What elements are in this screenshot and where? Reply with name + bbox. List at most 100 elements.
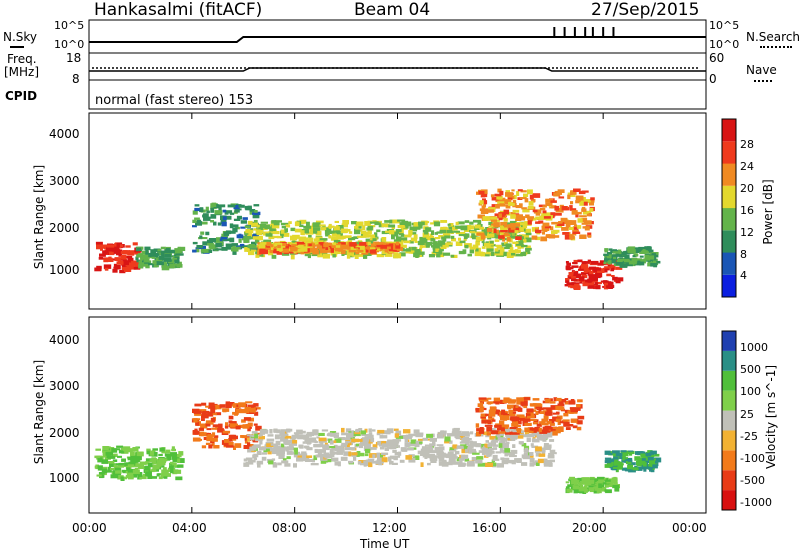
data-cell bbox=[238, 238, 242, 243]
velocity-ytick-3000: 3000 bbox=[49, 379, 80, 393]
data-cell bbox=[501, 460, 509, 465]
data-cell bbox=[286, 450, 293, 455]
data-cell bbox=[290, 247, 298, 252]
data-cell bbox=[469, 221, 474, 225]
data-cell bbox=[211, 202, 217, 207]
data-cell bbox=[294, 432, 299, 437]
data-cell bbox=[621, 453, 629, 457]
data-cell bbox=[372, 444, 378, 449]
data-cell bbox=[449, 447, 455, 450]
data-cell bbox=[288, 221, 292, 224]
data-cell bbox=[570, 483, 579, 487]
data-cell bbox=[379, 446, 385, 450]
data-cell bbox=[207, 243, 215, 246]
data-cell bbox=[381, 250, 387, 255]
data-cell bbox=[469, 249, 474, 254]
data-cell bbox=[324, 455, 330, 459]
data-cell bbox=[148, 463, 153, 467]
data-cell bbox=[358, 460, 366, 465]
data-cell bbox=[521, 207, 527, 210]
data-cell bbox=[493, 462, 497, 467]
data-cell bbox=[410, 237, 418, 242]
data-cell bbox=[541, 429, 549, 433]
data-cell bbox=[306, 433, 314, 437]
data-cell bbox=[215, 412, 222, 416]
data-cell bbox=[611, 275, 615, 277]
data-cell bbox=[637, 466, 643, 471]
data-cell bbox=[523, 445, 530, 450]
data-cell bbox=[381, 441, 387, 445]
data-cell bbox=[522, 397, 531, 400]
data-cell bbox=[230, 421, 237, 424]
data-cell bbox=[361, 433, 369, 437]
data-cell bbox=[450, 235, 455, 239]
data-cell bbox=[247, 220, 253, 225]
data-cell bbox=[105, 451, 113, 456]
data-cell bbox=[355, 253, 363, 257]
data-cell bbox=[241, 245, 250, 249]
data-cell bbox=[478, 430, 485, 434]
data-cell bbox=[413, 234, 418, 240]
data-cell bbox=[546, 409, 552, 414]
data-cell bbox=[253, 211, 261, 216]
data-cell bbox=[279, 451, 285, 457]
data-cell bbox=[281, 460, 289, 464]
data-cell bbox=[130, 451, 135, 456]
data-cell bbox=[513, 194, 517, 200]
data-cell bbox=[214, 240, 221, 243]
data-cell bbox=[282, 458, 287, 461]
data-cell bbox=[333, 446, 340, 451]
data-cell bbox=[431, 245, 436, 248]
data-cell bbox=[334, 461, 340, 466]
data-cell bbox=[254, 433, 258, 439]
data-cell bbox=[621, 258, 630, 261]
data-cell bbox=[594, 282, 599, 285]
data-cell bbox=[423, 241, 427, 246]
data-cell bbox=[506, 438, 512, 441]
data-cell bbox=[577, 259, 583, 263]
data-cell bbox=[150, 476, 158, 479]
data-cell bbox=[628, 462, 636, 466]
data-cell bbox=[356, 221, 364, 227]
data-cell bbox=[297, 455, 303, 458]
data-cell bbox=[228, 415, 234, 420]
data-cell bbox=[496, 463, 504, 468]
data-cell bbox=[285, 440, 291, 444]
power-data-cells bbox=[94, 188, 661, 290]
data-cell bbox=[159, 462, 166, 466]
data-cell bbox=[160, 250, 168, 256]
data-cell bbox=[343, 451, 351, 456]
data-cell bbox=[546, 459, 551, 464]
data-cell bbox=[565, 481, 570, 484]
colorbar-swatch bbox=[722, 230, 736, 253]
data-cell bbox=[338, 242, 346, 245]
data-cell bbox=[113, 263, 117, 267]
data-cell bbox=[449, 223, 454, 227]
data-cell bbox=[409, 226, 418, 232]
data-cell bbox=[628, 249, 636, 254]
data-cell bbox=[258, 235, 263, 241]
data-cell bbox=[354, 229, 361, 235]
data-cell bbox=[385, 441, 390, 445]
data-cell bbox=[195, 421, 200, 426]
data-cell bbox=[146, 448, 151, 452]
data-cell bbox=[145, 260, 152, 264]
data-cell bbox=[314, 441, 318, 444]
data-cell bbox=[475, 236, 484, 242]
data-cell bbox=[480, 415, 486, 419]
data-cell bbox=[356, 453, 360, 457]
data-cell bbox=[571, 282, 580, 286]
data-cell bbox=[529, 457, 535, 463]
data-cell bbox=[367, 436, 373, 440]
data-cell bbox=[132, 261, 140, 265]
data-cell bbox=[261, 456, 267, 461]
data-cell bbox=[508, 197, 513, 201]
data-cell bbox=[320, 243, 326, 249]
data-cell bbox=[265, 233, 273, 237]
data-cell bbox=[161, 469, 169, 474]
data-cell bbox=[138, 464, 145, 469]
data-cell bbox=[530, 404, 538, 407]
data-cell bbox=[435, 248, 442, 252]
data-cell bbox=[221, 432, 229, 435]
data-cell bbox=[264, 224, 270, 230]
